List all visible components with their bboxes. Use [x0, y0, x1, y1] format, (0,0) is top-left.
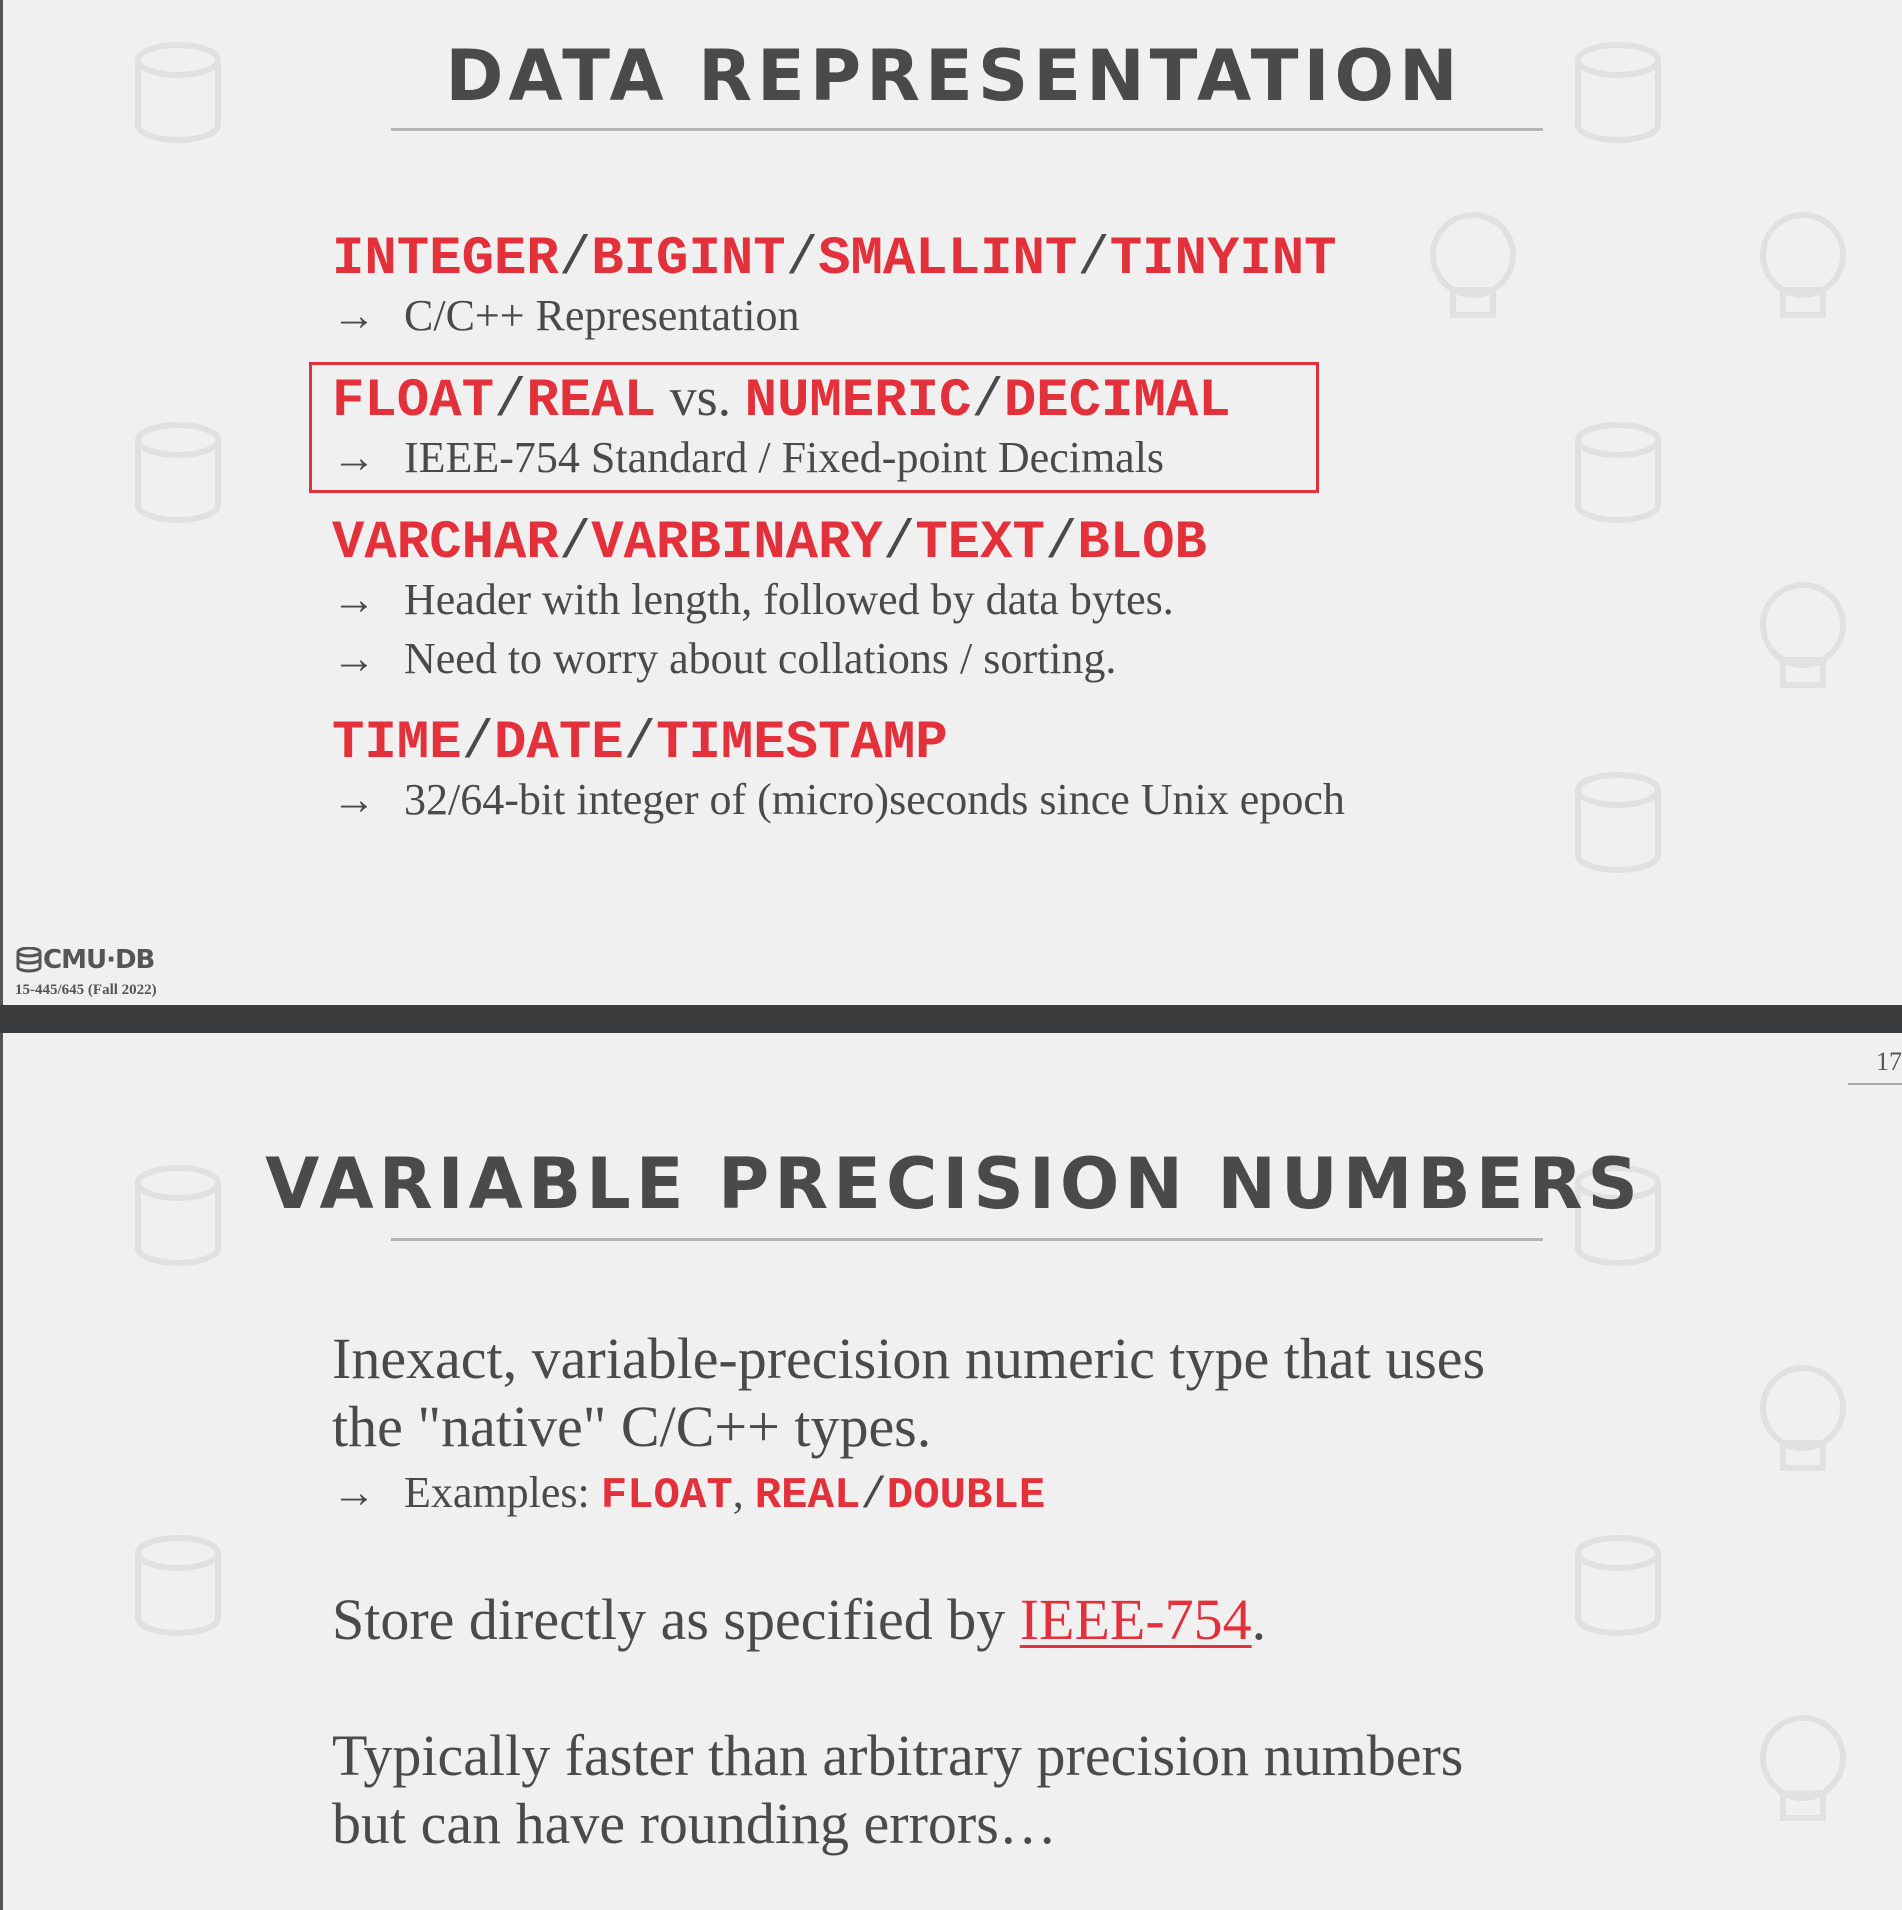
paragraph-inexact-line2: the "native" C/C++ types. [332, 1394, 932, 1459]
arrow-icon: → [332, 433, 376, 482]
paragraph-faster-line2: but can have rounding errors… [332, 1791, 1057, 1856]
bullet-strings-2: → Need to worry about collations / sortin… [332, 634, 1117, 683]
bullet-strings-1: → Header with length, followed by data by… [332, 575, 1174, 624]
page-number: 17 [1876, 1047, 1902, 1076]
highlight-box [309, 362, 1319, 493]
type-line-floats: FLOAT/REAL vs. NUMERIC/DECIMAL [332, 367, 1231, 432]
type-varchar: VARCHAR [332, 513, 559, 574]
database-watermark-icon [1575, 772, 1661, 873]
type-decimal: DECIMAL [1003, 371, 1231, 432]
examples-line: → Examples: FLOAT, REAL/DOUBLE [332, 1468, 1046, 1521]
vs-text: vs. [669, 367, 732, 427]
cmu-db-logo: CMU·DB [15, 945, 155, 975]
database-watermark-icon [1575, 422, 1661, 523]
type-timestamp: TIMESTAMP [656, 713, 948, 774]
slide-variable-precision: 17 VARIABLE PRECISION NUMBERS Inexact, v… [0, 1033, 1902, 1910]
arrow-icon: → [332, 634, 376, 683]
skull-watermark-icon [1760, 582, 1846, 688]
database-icon [16, 947, 42, 973]
type-real: REAL [754, 1471, 861, 1521]
type-numeric: NUMERIC [744, 371, 972, 432]
bullet-time: → 32/64-bit integer of (micro)seconds sin… [332, 775, 1345, 824]
type-time: TIME [332, 713, 462, 774]
slide-title: DATA REPRESENTATION [445, 35, 1463, 117]
type-line-strings: VARCHAR/VARBINARY/TEXT/BLOB [332, 513, 1207, 574]
arrow-icon: → [332, 291, 376, 340]
database-watermark-icon [135, 422, 221, 523]
bullet-integers: → C/C++ Representation [332, 291, 800, 340]
ieee-754-link[interactable]: IEEE-754 [1019, 1587, 1252, 1652]
type-double: DOUBLE [886, 1471, 1046, 1521]
type-text: TEXT [915, 513, 1045, 574]
type-date: DATE [494, 713, 624, 774]
type-bigint: BIGINT [591, 229, 786, 290]
paragraph-store: Store directly as specified by IEEE-754. [332, 1587, 1267, 1652]
arrow-icon: → [332, 575, 376, 624]
type-float: FLOAT [332, 371, 495, 432]
skull-watermark-icon [1760, 1715, 1846, 1821]
type-float: FLOAT [600, 1471, 733, 1521]
title-underline [391, 128, 1543, 131]
type-line-integers: INTEGER/BIGINT/SMALLINT/TINYINT [332, 229, 1337, 290]
skull-watermark-icon [1760, 212, 1846, 318]
skull-watermark-icon [1760, 1365, 1846, 1471]
type-tinyint: TINYINT [1109, 229, 1337, 290]
bullet-floats: → IEEE-754 Standard / Fixed-point Decimal… [332, 433, 1165, 482]
page-number-rule [1848, 1083, 1902, 1085]
logo-text: CMU·DB [43, 945, 155, 975]
type-line-time: TIME/DATE/TIMESTAMP [332, 713, 948, 774]
type-blob: BLOB [1077, 513, 1207, 574]
slide-data-representation: DATA REPRESENTATION INTEGER/BIGINT/SMALL… [0, 0, 1902, 1005]
type-real: REAL [526, 371, 657, 432]
paragraph-inexact-line1: Inexact, variable-precision numeric type… [332, 1326, 1486, 1391]
arrow-icon: → [332, 1468, 376, 1517]
database-watermark-icon [1575, 1535, 1661, 1636]
type-integer: INTEGER [332, 229, 559, 290]
type-smallint: SMALLINT [818, 229, 1078, 290]
slide-title: VARIABLE PRECISION NUMBERS [265, 1143, 1643, 1225]
skull-watermark-icon [1430, 212, 1516, 318]
type-varbinary: VARBINARY [591, 513, 883, 574]
course-label: 15-445/645 (Fall 2022) [15, 982, 157, 998]
database-watermark-icon [135, 1535, 221, 1636]
paragraph-faster-line1: Typically faster than arbitrary precisio… [332, 1723, 1464, 1788]
title-underline [391, 1238, 1543, 1241]
arrow-icon: → [332, 775, 376, 824]
